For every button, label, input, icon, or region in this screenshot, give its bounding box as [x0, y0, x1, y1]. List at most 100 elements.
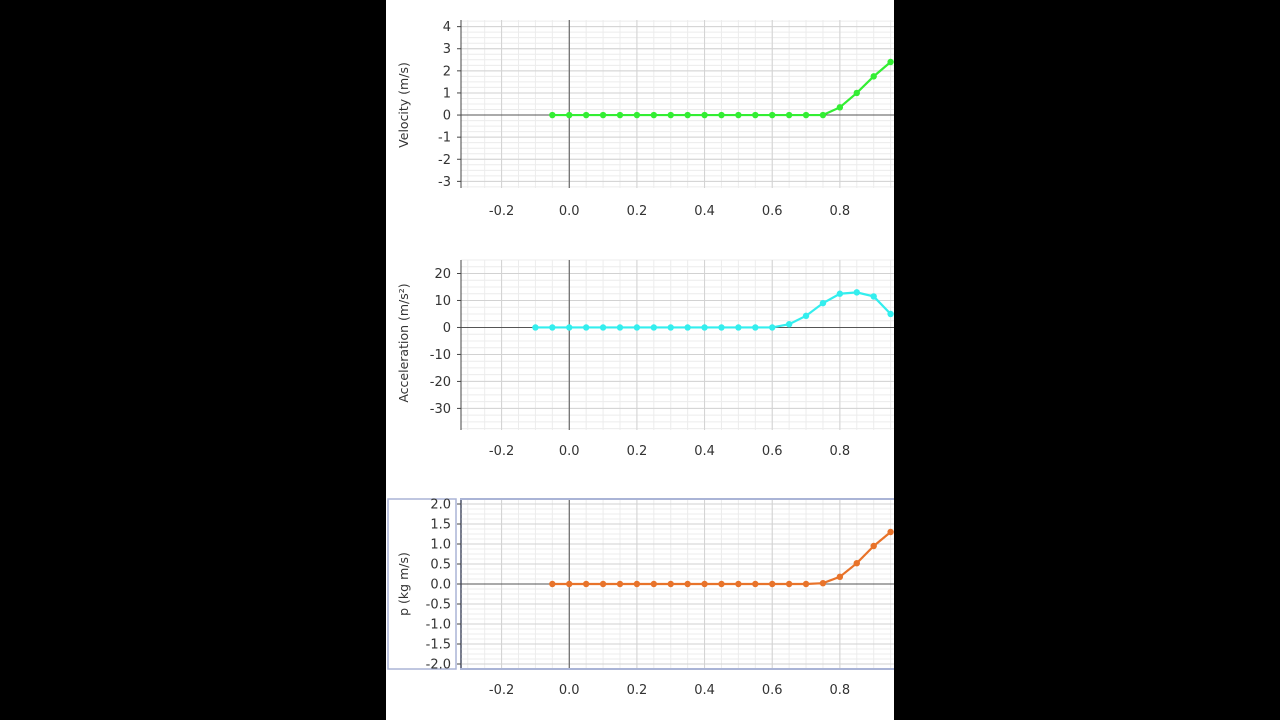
y-tick-label: 20 — [434, 267, 451, 282]
acceleration-data-point — [701, 324, 708, 331]
x-tick-label: 0.8 — [830, 204, 851, 219]
velocity-y-axis-title: Velocity (m/s) — [396, 62, 411, 148]
x-tick-label: 0.2 — [627, 683, 648, 698]
velocity-data-point — [836, 104, 844, 111]
y-tick-label: 0 — [443, 109, 451, 124]
velocity-chart: 4 3 2 1 0 -1 -2 -3 -0.2 0.0 0.2 0.4 0.6 0.8 Velocity (… — [396, 20, 894, 219]
momentum-data-point — [735, 580, 742, 588]
x-tick-label: 0.2 — [627, 444, 648, 459]
y-tick-label: 0.0 — [430, 578, 451, 593]
y-tick-label: 1.0 — [430, 538, 451, 553]
momentum-data-point — [836, 573, 844, 580]
velocity-data-point — [633, 111, 641, 119]
acceleration-data-point — [684, 324, 691, 331]
momentum-data-point — [667, 580, 674, 588]
acceleration-data-point — [853, 289, 860, 296]
x-tick-label: 0.2 — [627, 204, 648, 219]
acceleration-data-point — [836, 290, 844, 297]
acceleration-data-point — [769, 324, 776, 331]
momentum-data-point — [616, 580, 624, 588]
y-tick-label: 1 — [443, 86, 451, 101]
x-tick-label: -0.2 — [489, 683, 514, 698]
x-tick-label: 0.6 — [762, 444, 783, 459]
y-tick-label: 0 — [443, 321, 451, 336]
velocity-data-point — [701, 111, 708, 119]
x-tick-label: 0.6 — [762, 204, 783, 219]
y-tick-label: 2 — [443, 64, 451, 79]
momentum-data-point — [853, 560, 860, 567]
y-tick-label: -10 — [430, 348, 451, 363]
acceleration-data-point — [819, 299, 827, 307]
acceleration-data-point — [549, 324, 556, 331]
momentum-data-point — [633, 580, 641, 588]
acceleration-y-axis-title: Acceleration (m/s²) — [396, 283, 411, 402]
x-tick-label: 0.4 — [694, 204, 715, 219]
momentum-data-point — [887, 528, 894, 536]
acceleration-data-point — [532, 324, 539, 331]
acceleration-data-point — [633, 324, 641, 331]
velocity-data-point — [549, 111, 556, 119]
velocity-data-point — [785, 111, 793, 119]
velocity-data-point — [752, 111, 759, 119]
momentum-data-point — [650, 580, 658, 588]
acceleration-data-point — [667, 324, 674, 331]
momentum-data-point — [752, 580, 759, 588]
velocity-data-point — [650, 111, 658, 119]
velocity-data-point — [667, 111, 674, 119]
velocity-data-point — [582, 111, 590, 119]
momentum-data-point — [785, 580, 793, 588]
acceleration-data-point — [582, 324, 590, 331]
graphs-panel: 4 3 2 1 0 -1 -2 -3 -0.2 0.0 0.2 0.4 0.6 0.8 Velocity (… — [386, 0, 894, 720]
acceleration-data-point — [735, 324, 742, 331]
acceleration-data-point — [599, 324, 607, 331]
y-tick-label: -0.5 — [426, 598, 451, 613]
acceleration-data-point — [870, 293, 877, 300]
acceleration-series-line — [535, 291, 892, 329]
velocity-data-point — [566, 111, 573, 119]
acceleration-data-point — [650, 324, 658, 331]
momentum-data-point — [701, 580, 708, 588]
velocity-data-point — [870, 73, 877, 80]
velocity-data-point — [616, 111, 624, 119]
y-tick-label: 0.5 — [430, 558, 451, 573]
velocity-data-point — [599, 111, 607, 119]
y-tick-label: -2.0 — [426, 658, 451, 673]
x-tick-label: 0.8 — [830, 444, 851, 459]
x-tick-label: -0.2 — [489, 204, 514, 219]
y-tick-label: -2 — [438, 153, 451, 168]
y-tick-label: 10 — [434, 294, 451, 309]
x-tick-label: 0.0 — [559, 683, 580, 698]
y-tick-label: 4 — [443, 20, 451, 35]
momentum-data-point — [769, 580, 776, 588]
momentum-data-point — [870, 542, 877, 550]
y-tick-label: 2.0 — [430, 498, 451, 513]
momentum-axis-frame — [387, 498, 457, 670]
momentum-data-point — [802, 580, 810, 588]
momentum-data-point — [684, 580, 691, 588]
velocity-data-point — [684, 111, 691, 119]
acceleration-data-point — [566, 324, 573, 331]
momentum-data-point — [819, 580, 827, 587]
momentum-data-point — [549, 580, 556, 588]
momentum-data-point — [582, 580, 590, 588]
x-tick-label: 0.4 — [694, 683, 715, 698]
y-tick-label: -1.0 — [426, 618, 451, 633]
y-tick-label: -1 — [438, 131, 451, 146]
acceleration-data-point — [887, 310, 894, 318]
x-tick-label: 0.8 — [830, 683, 851, 698]
y-tick-label: -1.5 — [426, 638, 451, 653]
momentum-data-point — [718, 580, 725, 588]
momentum-y-axis-title: p (kg m/s) — [396, 552, 411, 616]
velocity-data-point — [718, 111, 725, 119]
velocity-data-point — [735, 111, 742, 119]
velocity-data-point — [887, 58, 894, 66]
y-tick-label: 1.5 — [430, 518, 451, 533]
velocity-data-point — [769, 111, 776, 119]
momentum-data-point — [599, 580, 607, 588]
acceleration-data-point — [802, 312, 810, 320]
x-tick-label: 0.0 — [559, 204, 580, 219]
acceleration-data-point — [752, 324, 759, 331]
momentum-chart: 2.0 1.5 1.0 0.5 0.0 -0.5 -1.0 -1.5 -2.0 -0.2 0.0 0.… — [387, 498, 894, 698]
acceleration-data-point — [616, 324, 624, 331]
